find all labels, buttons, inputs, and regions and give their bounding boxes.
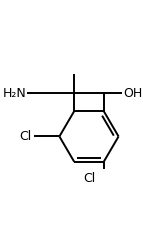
Text: Cl: Cl (19, 130, 31, 143)
Text: H₂N: H₂N (2, 87, 26, 100)
Text: Cl: Cl (83, 172, 95, 185)
Text: OH: OH (124, 87, 143, 100)
